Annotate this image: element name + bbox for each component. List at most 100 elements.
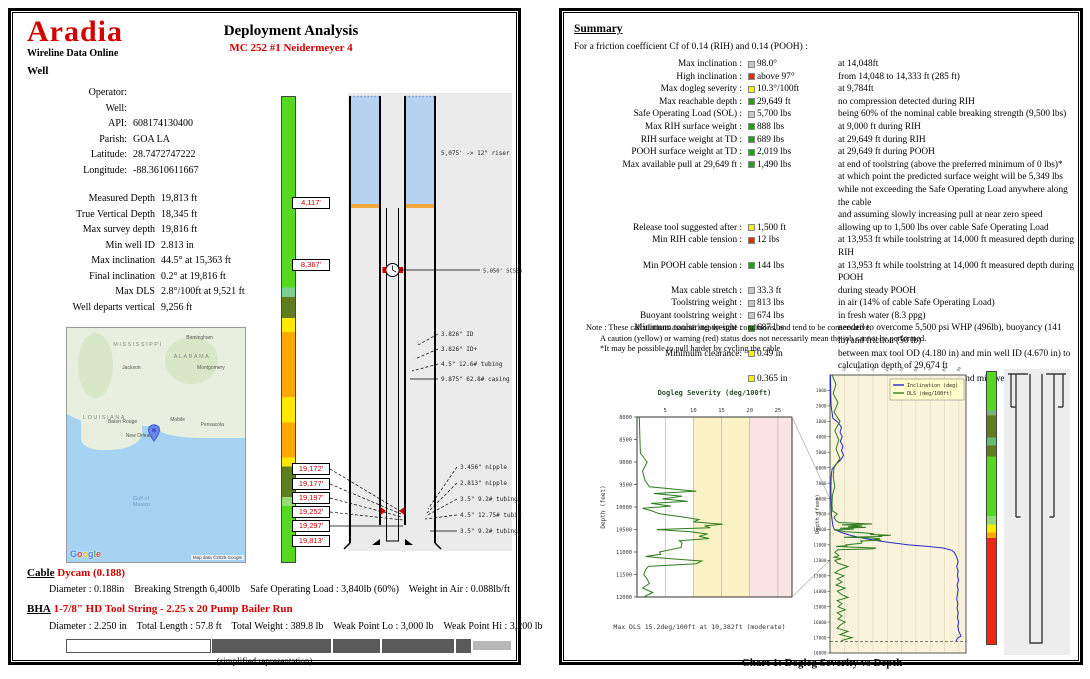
- tubing-bore: [386, 208, 399, 542]
- location-map[interactable]: MISSISSIPPI ALABAMA LOUISIANA Birmingham Jac…: [66, 327, 246, 563]
- summary-label: Buoyant toolstring weight :: [639, 310, 742, 321]
- map-land-east: [159, 416, 245, 438]
- well-data-value: 18,345 ft: [161, 208, 198, 220]
- toolstring-segment: [333, 639, 380, 653]
- status-square-gray: [748, 287, 755, 295]
- status-square-gray: [748, 60, 755, 68]
- well-data-label: Max DLS: [115, 286, 155, 297]
- schematic-label: 3.826" ID+: [441, 346, 478, 353]
- status-square-red: [748, 236, 755, 244]
- summary-row: Release tool suggested after : 1,500 ft al…: [574, 222, 1074, 235]
- summary-desc: in air (14% of cable Safe Operating Load…: [838, 298, 995, 309]
- dls-chart-caption: Max DLS 15.2deg/100ft at 10,382ft (moder…: [613, 623, 786, 631]
- summary-value: 687 lbs: [757, 323, 785, 334]
- summary-row: Min POOH cable tension : 144 lbs at 13,953…: [574, 260, 1074, 285]
- svg-text:80: 80: [941, 365, 948, 372]
- svg-text:9000: 9000: [816, 512, 827, 518]
- summary-label: Max dogleg severity :: [660, 84, 742, 95]
- casing-shoe-tick: [343, 542, 351, 550]
- summary-label: Minimum clearance:: [664, 348, 742, 359]
- summary-value-cell: 98.0°: [742, 58, 838, 71]
- document-subtitle: MC 252 #1 Neidermeyer 4: [229, 42, 353, 54]
- page-right: Summary For a friction coefficient Cf of…: [559, 8, 1083, 669]
- well-data-row: Parish: GOA LA: [27, 134, 198, 150]
- svg-text:40: 40: [884, 365, 891, 372]
- map-label: MISSISSIPPI: [113, 342, 163, 349]
- svg-text:11000: 11000: [616, 550, 632, 556]
- well-data-value: 2.813 in: [161, 239, 194, 251]
- well-data-label: Parish:: [99, 133, 127, 145]
- mudline-left: [350, 204, 380, 208]
- svg-text:Depth (feet): Depth (feet): [600, 485, 607, 528]
- map-terrain: [77, 332, 114, 399]
- summary-value-cell: 12 lbs: [742, 234, 838, 259]
- summary-value-cell: 674 lbs: [742, 310, 838, 323]
- lower-left-leader-lines: [330, 468, 404, 527]
- status-square-green: [748, 262, 755, 269]
- logo-block: Aradia Wireline Data Online: [27, 17, 123, 60]
- well-data-row: API: 608174130400: [27, 118, 198, 134]
- summary-value: 689 lbs: [757, 134, 785, 145]
- summary-value-cell: 0.49 in: [742, 348, 838, 373]
- well-data-row: Operator:: [27, 87, 198, 103]
- note-line: A caution (yellow) or warning (red) stat…: [600, 333, 927, 343]
- status-square-gray: [748, 312, 755, 320]
- logo-subtitle: Wireline Data Online: [27, 48, 119, 59]
- svg-text:12000: 12000: [814, 558, 827, 564]
- summary-desc: at 13,953 ft while toolstring at 14,000 …: [838, 235, 1074, 258]
- svg-text:3000: 3000: [816, 419, 827, 425]
- depth-marker-box: 19,197': [292, 492, 330, 504]
- well-data-label: Min well ID: [105, 239, 155, 251]
- schematic-label: 5,050' SCSSV: [483, 269, 522, 275]
- summary-desc: during steady POOH: [838, 285, 916, 296]
- summary-desc: being 60% of the nominal cable breaking …: [838, 109, 1067, 120]
- summary-label: Release tool suggested after :: [633, 222, 742, 233]
- schematic-label: 2.813" nipple: [460, 480, 507, 487]
- summary-value: 10.3°/100ft: [757, 84, 800, 95]
- summary-intro: For a friction coefficient Cf of 0.14 (R…: [574, 42, 808, 52]
- casing-shoe-tick: [434, 542, 442, 550]
- summary-value: above 97°: [757, 71, 795, 82]
- svg-text:70: 70: [927, 365, 934, 372]
- svg-text:5: 5: [664, 408, 667, 414]
- summary-desc: in fresh water (8.3 ppg): [838, 310, 926, 321]
- status-square-gray: [748, 299, 755, 307]
- status-square-gray: [748, 110, 755, 118]
- map-attribution: Map data ©2025 Google: [190, 555, 244, 560]
- svg-text:2000: 2000: [816, 404, 827, 410]
- summary-value: 98.0°: [757, 59, 777, 69]
- svg-text:9000: 9000: [619, 460, 632, 466]
- well-data-row: Well departs vertical 9,256 ft: [27, 302, 245, 318]
- casing-shoe: [405, 521, 413, 545]
- well-data-value: 19,816 ft: [161, 224, 198, 235]
- toolstring-segment-cable: [473, 641, 511, 650]
- summary-value-cell: 2,019 lbs: [742, 146, 838, 159]
- summary-value: 33.3 ft: [757, 285, 782, 296]
- mini-well-schematic: [1004, 369, 1070, 655]
- well-data-label: Longitude:: [83, 164, 127, 176]
- mid-leader-lines: [410, 333, 439, 380]
- well-data-row: True Vertical Depth 18,345 ft: [27, 209, 245, 225]
- svg-text:14000: 14000: [814, 589, 827, 595]
- summary-label: Max inclination :: [677, 59, 742, 69]
- summary-desc: at 29,649 ft during POOH: [838, 147, 935, 158]
- svg-text:10: 10: [841, 365, 848, 372]
- bha-section-heading: BHA 1-7/8" HD Tool String - 2.25 x 20 Pu…: [27, 603, 293, 615]
- svg-text:13000: 13000: [814, 573, 827, 579]
- summary-value: 813 lbs: [757, 298, 785, 309]
- schematic-label: 3.5" 9.2# tubing: [460, 496, 518, 503]
- summary-desc: needed to overcome 5,500 psi WHP (496lb)…: [838, 323, 1062, 347]
- svg-text:Inclination (deg): Inclination (deg): [907, 383, 958, 389]
- summary-value-cell: 689 lbs: [742, 134, 838, 147]
- schematic-label: 4.5" 12.75# tubing: [460, 512, 522, 519]
- status-square-red: [748, 73, 755, 81]
- summary-label: Minimum toolstring weight :: [634, 323, 742, 334]
- map-pin-icon: [148, 424, 161, 442]
- casing-shoe: [372, 521, 380, 545]
- summary-value: 1,500 ft: [757, 222, 786, 233]
- summary-row: Min RIH cable tension : 12 lbs at 13,953 f…: [574, 234, 1074, 259]
- svg-text:5000: 5000: [816, 450, 827, 456]
- status-square-green: [748, 161, 755, 169]
- summary-value: 144 lbs: [757, 260, 785, 271]
- toolstring-segment: [456, 639, 471, 653]
